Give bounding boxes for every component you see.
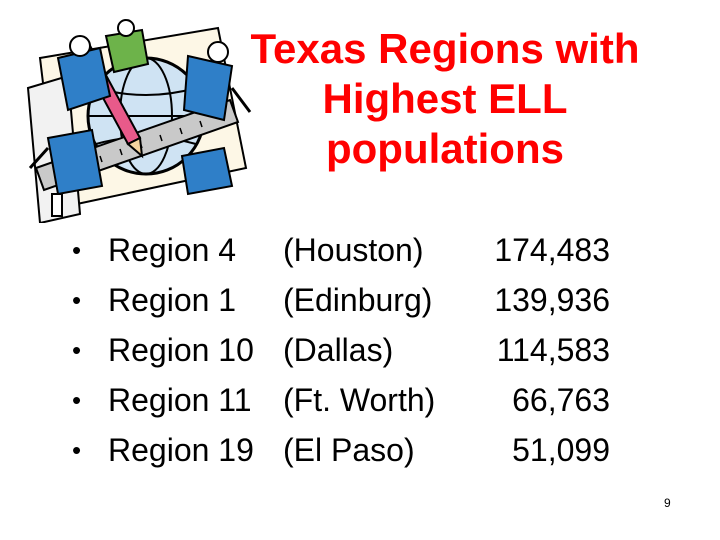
ell-population-value: 139,936 [494, 282, 610, 318]
region-name: Region 19 [108, 432, 254, 468]
region-city: (Ft. Worth) [283, 382, 436, 418]
title-line-2: Highest ELL [322, 75, 568, 122]
list-item: • Region 4 (Houston) 174,483 [0, 228, 720, 272]
list-item: • Region 1 (Edinburg) 139,936 [0, 278, 720, 322]
list-item: • Region 10 (Dallas) 114,583 [0, 328, 720, 372]
ell-population-value: 174,483 [494, 232, 610, 268]
list-item: • Region 19 (El Paso) 51,099 [0, 428, 720, 472]
region-city: (Houston) [283, 232, 424, 268]
ell-population-value: 51,099 [512, 432, 610, 468]
bullet-glyph: • [72, 435, 82, 465]
region-city: (El Paso) [283, 432, 415, 468]
list-item: • Region 11 (Ft. Worth) 66,763 [0, 378, 720, 422]
bullet-glyph: • [72, 385, 82, 415]
ell-population-value: 114,583 [496, 332, 610, 368]
title-line-3: populations [326, 125, 564, 172]
region-name: Region 1 [108, 282, 237, 318]
ell-population-value: 66,763 [512, 382, 610, 418]
region-bullet-list: • Region 4 (Houston) 174,483 • Region 1 … [0, 228, 720, 478]
slide-title: Texas Regions with Highest ELL populatio… [230, 24, 660, 174]
region-city: (Dallas) [283, 332, 394, 368]
title-line-1: Texas Regions with [250, 25, 640, 72]
region-name: Region 11 [108, 382, 252, 418]
bullet-glyph: • [72, 235, 82, 265]
region-city: (Edinburg) [283, 282, 433, 318]
bullet-glyph: • [72, 335, 82, 365]
region-name: Region 4 [108, 232, 237, 268]
bullet-glyph: • [72, 285, 82, 315]
page-number: 9 [664, 496, 671, 510]
region-name: Region 10 [108, 332, 254, 368]
people-globe-clipart-icon [26, 19, 252, 223]
